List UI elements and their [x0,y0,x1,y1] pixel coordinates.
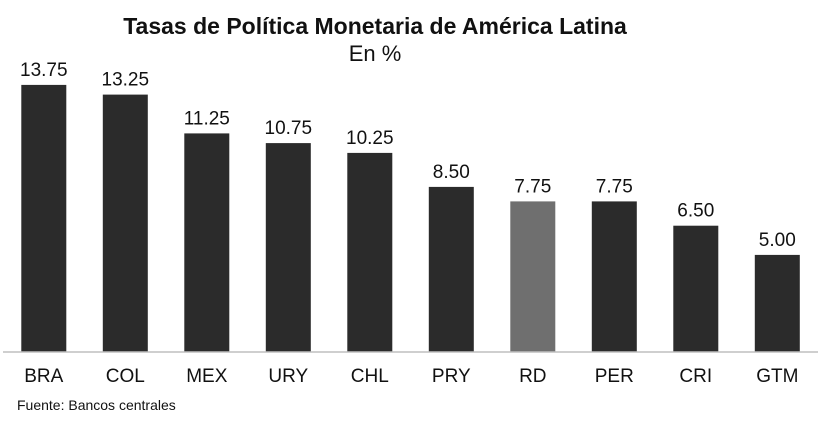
chart-title: Tasas de Política Monetaria de América L… [123,13,627,39]
bar-per [591,201,637,352]
value-label-rd: 7.75 [514,176,551,197]
value-label-gtm: 5.00 [759,230,796,251]
tick-label-ury: URY [268,366,308,387]
source-note: Fuente: Bancos centrales [17,397,176,413]
tick-label-gtm: GTM [756,366,798,387]
bar-ury [265,143,311,352]
tick-labels-group: BRA COL MEX URY CHL PRY RD PER CRI GTM [24,366,798,387]
bar-cri [673,225,719,352]
value-label-col: 13.25 [102,70,150,91]
tick-label-bra: BRA [24,366,63,387]
tick-label-per: PER [595,366,634,387]
tick-label-chl: CHL [351,366,389,387]
bar-chl [347,152,393,352]
bars-group [21,84,800,353]
tick-label-col: COL [106,366,145,387]
value-label-pry: 8.50 [433,162,470,183]
tick-label-cri: CRI [679,366,712,387]
value-label-bra: 13.75 [20,60,68,81]
value-label-per: 7.75 [596,176,633,197]
bar-gtm [754,254,800,352]
value-label-chl: 10.25 [346,128,394,149]
value-label-cri: 6.50 [677,201,714,222]
value-label-ury: 10.75 [265,118,313,139]
tick-label-rd: RD [519,366,546,387]
value-label-mex: 11.25 [184,108,230,129]
bar-rd [510,201,556,352]
chart-subtitle: En % [349,41,402,66]
bar-col [102,94,148,352]
bar-bra [21,84,67,353]
tick-label-pry: PRY [432,366,471,387]
tick-label-mex: MEX [186,366,228,387]
value-labels-group: 13.75 13.25 11.25 10.75 10.25 8.50 7.75 7.75 6.5… [20,60,796,251]
bar-pry [428,186,474,352]
bar-mex [184,133,230,352]
